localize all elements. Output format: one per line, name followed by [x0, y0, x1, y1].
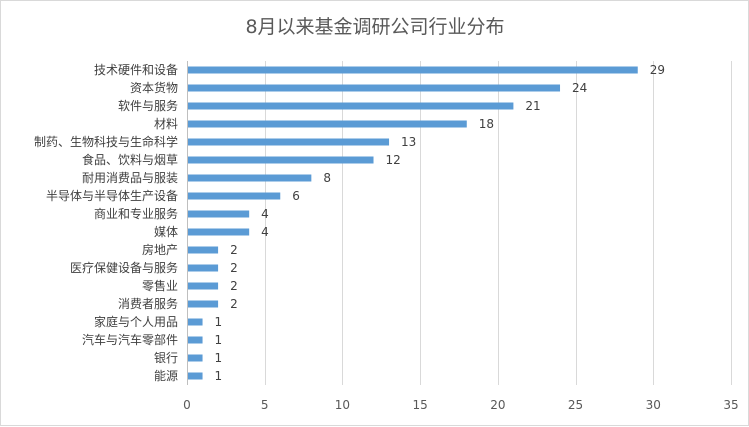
data-label: 4 — [261, 207, 269, 221]
category-label: 消费者服务 — [118, 296, 178, 311]
data-label: 18 — [479, 117, 494, 131]
category-label: 银行 — [154, 351, 178, 365]
category-label: 制药、生物科技与生命科学 — [34, 134, 178, 149]
data-label: 29 — [650, 63, 665, 77]
data-label: 2 — [230, 297, 238, 311]
x-tick-label: 20 — [490, 398, 505, 412]
category-label: 房地产 — [142, 242, 178, 257]
category-label: 零售业 — [142, 278, 178, 293]
x-tick-label: 35 — [723, 398, 738, 412]
bar — [188, 336, 203, 344]
bar — [188, 210, 250, 218]
category-label: 半导体与半导体生产设备 — [46, 189, 178, 203]
bar — [188, 354, 203, 362]
x-tick-label: 0 — [183, 398, 191, 412]
bar — [188, 246, 219, 254]
bar — [188, 228, 250, 236]
x-tick-label: 15 — [413, 398, 428, 412]
data-label: 2 — [230, 243, 238, 257]
bar — [188, 318, 203, 326]
data-label: 24 — [572, 81, 587, 95]
bar — [188, 174, 312, 182]
data-label: 1 — [215, 351, 223, 365]
gridlines — [187, 61, 732, 385]
data-label: 2 — [230, 279, 238, 293]
data-label: 1 — [215, 315, 223, 329]
data-label: 6 — [292, 189, 300, 203]
data-label: 4 — [261, 225, 269, 239]
data-label: 2 — [230, 261, 238, 275]
bar — [188, 66, 638, 74]
data-label: 12 — [386, 153, 401, 167]
x-tick-label: 30 — [646, 398, 661, 412]
category-label: 汽车与汽车零部件 — [82, 332, 178, 347]
bar — [188, 264, 219, 272]
category-label: 资本货物 — [130, 80, 178, 95]
data-label: 8 — [323, 171, 331, 185]
category-label: 技术硬件和设备 — [94, 63, 178, 77]
category-label: 耐用消费品与服装 — [82, 171, 178, 185]
category-label: 材料 — [154, 117, 178, 131]
category-label: 软件与服务 — [118, 98, 178, 113]
data-label: 1 — [215, 333, 223, 347]
data-label: 1 — [215, 369, 223, 383]
bar — [188, 372, 203, 380]
chart-title: 8月以来基金调研公司行业分布 — [245, 16, 504, 38]
bar — [188, 102, 514, 110]
bar — [188, 84, 561, 92]
category-label: 家庭与个人用品 — [94, 314, 178, 329]
bar — [188, 156, 374, 164]
x-tick-label: 5 — [261, 398, 269, 412]
category-label: 医疗保健设备与服务 — [70, 260, 178, 275]
category-label: 商业和专业服务 — [94, 206, 178, 221]
category-labels: 技术硬件和设备资本货物软件与服务材料制药、生物科技与生命科学食品、饮料与烟草耐用… — [34, 63, 178, 383]
category-label: 能源 — [154, 369, 178, 383]
data-label: 21 — [525, 99, 540, 113]
bar — [188, 192, 281, 200]
category-label: 食品、饮料与烟草 — [82, 152, 178, 167]
bar — [188, 138, 390, 146]
x-tick-label: 10 — [335, 398, 350, 412]
x-tick-labels: 0 5 10 15 20 25 30 35 — [183, 398, 738, 412]
bar — [188, 120, 467, 128]
bar — [188, 282, 219, 290]
bars — [188, 66, 638, 380]
bar — [188, 300, 219, 308]
category-label: 媒体 — [154, 225, 178, 239]
data-label: 13 — [401, 135, 416, 149]
x-tick-label: 25 — [568, 398, 583, 412]
